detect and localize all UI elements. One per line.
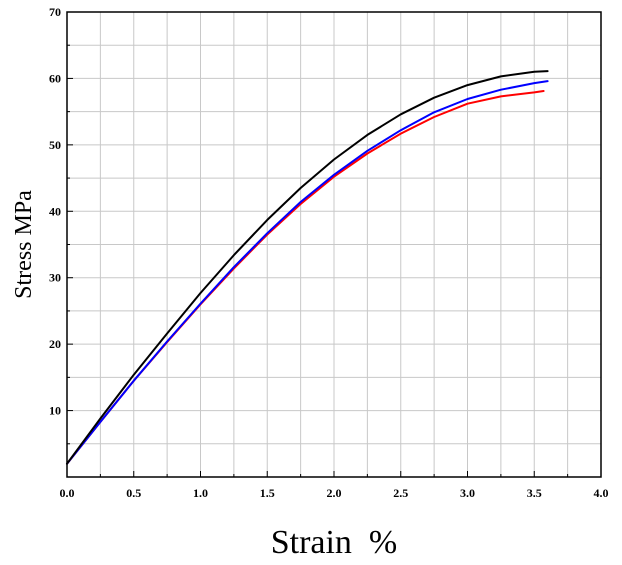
x-tick-label: 3.0 [460, 486, 475, 500]
x-tick-label: 3.5 [527, 486, 542, 500]
x-tick-label: 0.0 [60, 486, 75, 500]
axis-ticks [66, 11, 602, 478]
x-axis-title: Strain % [271, 524, 398, 561]
y-axis-title: Stress MPa [11, 190, 37, 299]
y-tick-label: 60 [49, 71, 61, 85]
y-tick-label: 70 [49, 5, 61, 19]
tick-labels: 0.0 0.5 1.0 1.5 2.0 2.5 3.0 3.5 4.0 10 20 30 40 50 60 7… [49, 5, 609, 500]
x-tick-label: 2.0 [327, 486, 342, 500]
y-tick-label: 10 [49, 404, 61, 418]
y-tick-label: 20 [49, 337, 61, 351]
y-tick-label: 40 [49, 204, 61, 218]
x-tick-label: 2.5 [393, 486, 408, 500]
x-tick-label: 0.5 [126, 486, 141, 500]
grid [67, 12, 601, 477]
y-tick-label: 30 [49, 271, 61, 285]
x-tick-label: 4.0 [594, 486, 609, 500]
x-tick-label: 1.0 [193, 486, 208, 500]
y-tick-label: 50 [49, 138, 61, 152]
series-line-3 [66, 70, 549, 465]
x-tick-label: 1.5 [260, 486, 275, 500]
series-lines [66, 70, 549, 465]
series-line-2 [66, 80, 549, 465]
